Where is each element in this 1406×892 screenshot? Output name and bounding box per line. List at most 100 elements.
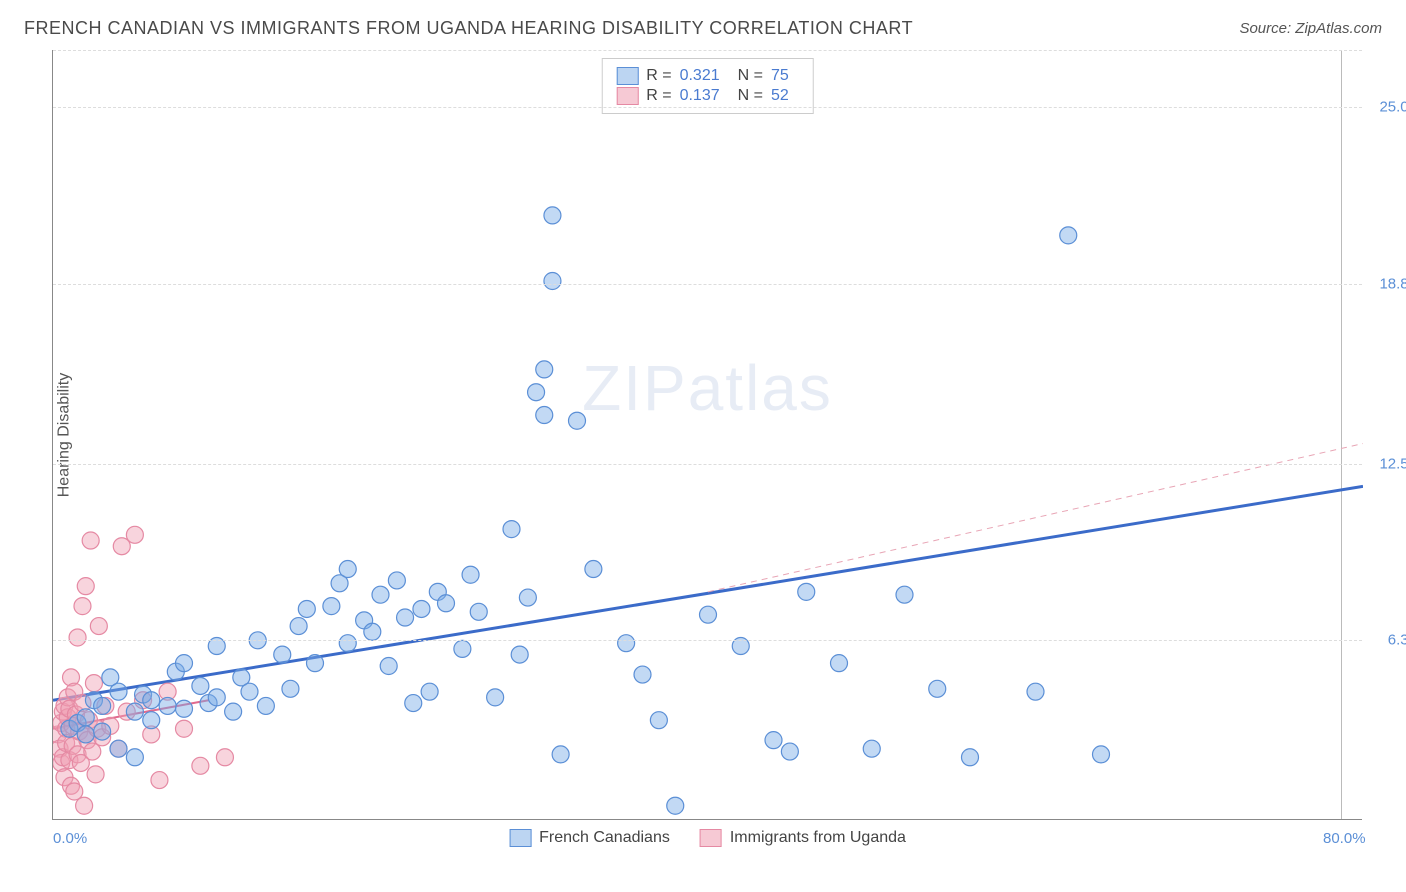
data-point	[929, 680, 946, 697]
n-value: 52	[771, 87, 789, 105]
data-point	[143, 692, 160, 709]
x-tick-label: 80.0%	[1323, 830, 1366, 847]
data-point	[94, 729, 111, 746]
data-point	[798, 583, 815, 600]
plot-region: ZIPatlas R = 0.321N = 75R = 0.137N = 52 …	[52, 50, 1362, 820]
data-point	[77, 578, 94, 595]
data-point	[339, 561, 356, 578]
legend-swatch	[616, 67, 638, 85]
data-point	[84, 743, 101, 760]
data-point	[225, 703, 242, 720]
data-point	[552, 746, 569, 763]
data-point	[64, 737, 81, 754]
data-point	[454, 640, 471, 657]
plot-right-border	[1341, 50, 1342, 819]
data-point	[781, 743, 798, 760]
stats-legend-row: R = 0.137N = 52	[616, 87, 799, 105]
data-point	[274, 646, 291, 663]
data-point	[126, 703, 143, 720]
data-point	[69, 715, 86, 732]
chart-title: FRENCH CANADIAN VS IMMIGRANTS FROM UGAND…	[24, 18, 913, 39]
data-point	[536, 407, 553, 424]
stat-label: R =	[646, 87, 671, 105]
data-point	[72, 754, 89, 771]
gridline	[53, 640, 1362, 641]
data-point	[135, 692, 152, 709]
trend-line	[53, 700, 209, 729]
data-point	[69, 746, 86, 763]
data-point	[87, 766, 104, 783]
data-point	[307, 655, 324, 672]
data-point	[356, 612, 373, 629]
data-point	[618, 635, 635, 652]
data-point	[77, 726, 94, 743]
data-point	[364, 623, 381, 640]
data-point	[53, 740, 68, 757]
data-point	[94, 723, 111, 740]
data-point	[110, 683, 127, 700]
data-point	[102, 669, 119, 686]
stat-label: N =	[738, 67, 763, 85]
data-point	[54, 749, 71, 766]
data-point	[1093, 746, 1110, 763]
data-point	[89, 720, 106, 737]
data-point	[176, 700, 193, 717]
legend-label: French Canadians	[539, 829, 670, 847]
data-point	[544, 207, 561, 224]
data-point	[192, 757, 209, 774]
data-point	[216, 749, 233, 766]
data-point	[61, 720, 78, 737]
data-point	[61, 700, 78, 717]
data-point	[282, 680, 299, 697]
legend-item: French Canadians	[509, 829, 670, 847]
data-point	[56, 769, 73, 786]
data-point	[76, 797, 93, 814]
data-point	[528, 384, 545, 401]
data-point	[126, 526, 143, 543]
data-point	[135, 686, 152, 703]
data-point	[200, 695, 217, 712]
gridline	[53, 284, 1362, 285]
data-point	[487, 689, 504, 706]
data-point	[339, 635, 356, 652]
data-point	[462, 566, 479, 583]
data-point	[71, 723, 88, 740]
data-point	[54, 703, 71, 720]
data-point	[585, 561, 602, 578]
stat-label: R =	[646, 67, 671, 85]
data-point	[126, 749, 143, 766]
data-point	[53, 715, 70, 732]
r-value: 0.137	[680, 87, 720, 105]
data-point	[82, 532, 99, 549]
data-point	[67, 706, 84, 723]
watermark-zip: ZIP	[582, 352, 688, 424]
source-attribution: Source: ZipAtlas.com	[1239, 20, 1382, 37]
data-point	[438, 595, 455, 612]
data-point	[64, 717, 81, 734]
data-point	[511, 646, 528, 663]
data-point	[470, 603, 487, 620]
data-point	[298, 600, 315, 617]
legend-label: Immigrants from Uganda	[730, 829, 906, 847]
series-legend: French Canadians Immigrants from Uganda	[509, 829, 906, 847]
data-point	[66, 783, 83, 800]
data-point	[53, 754, 70, 771]
data-point	[397, 609, 414, 626]
data-point	[59, 689, 76, 706]
chart-area: Hearing Disability ZIPatlas R = 0.321N =…	[52, 50, 1362, 820]
y-tick-label: 12.5%	[1379, 455, 1406, 472]
data-point	[66, 683, 83, 700]
data-point	[1027, 683, 1044, 700]
data-point	[81, 712, 98, 729]
data-point	[151, 772, 168, 789]
data-point	[380, 658, 397, 675]
legend-item: Immigrants from Uganda	[700, 829, 906, 847]
data-point	[176, 720, 193, 737]
data-point	[159, 697, 176, 714]
watermark-atlas: atlas	[688, 352, 833, 424]
legend-swatch	[700, 829, 722, 847]
data-point	[765, 732, 782, 749]
data-point	[331, 575, 348, 592]
data-point	[257, 697, 274, 714]
data-point	[97, 697, 114, 714]
